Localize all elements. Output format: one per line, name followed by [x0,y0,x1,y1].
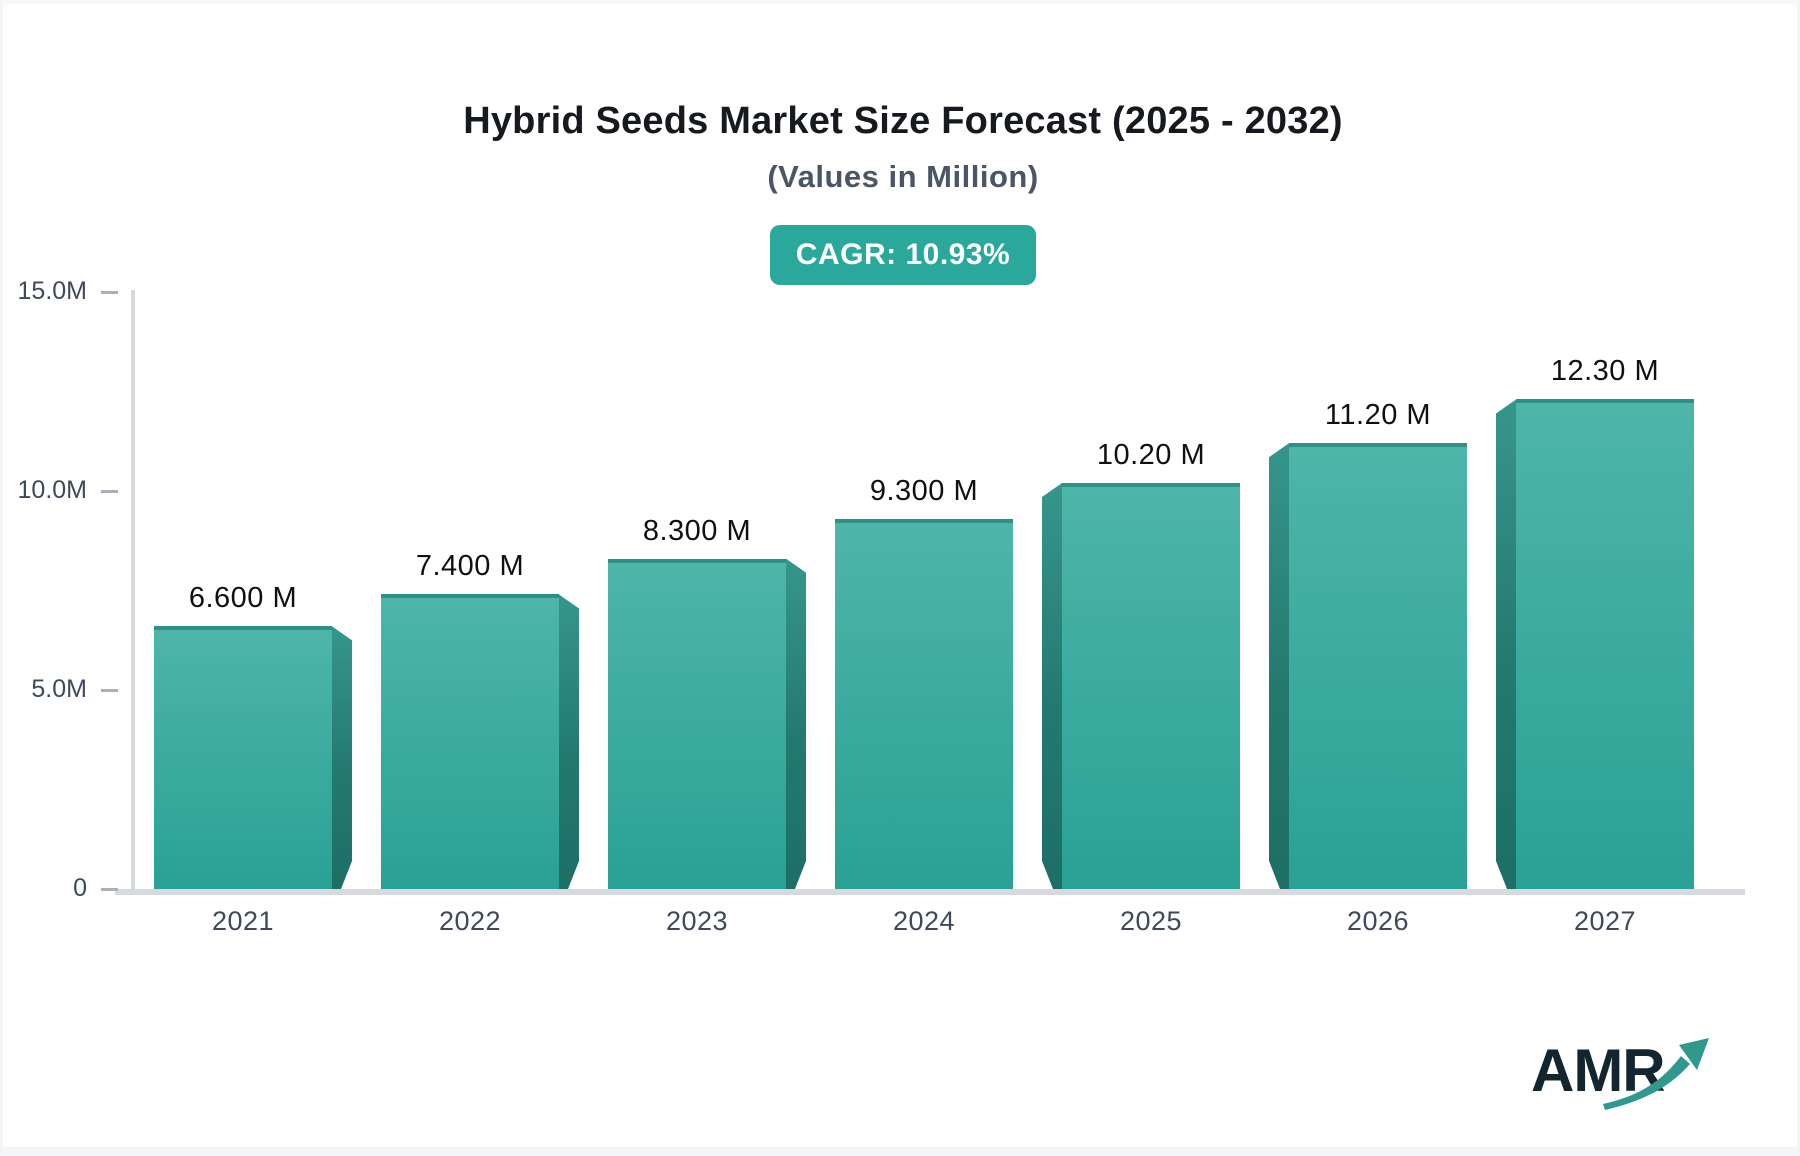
bar-2024 [835,518,1013,889]
x-tick-label: 2021 [211,906,275,936]
y-tick [101,490,118,493]
y-axis-line [131,290,135,895]
amr-logo: AMR [1531,1036,1731,1126]
amr-logo-arrow-icon [1603,1038,1709,1110]
chart-subtitle: (Values in Million) [767,159,1039,194]
x-tick-label: 2022 [438,906,502,936]
bar-side-2027 [1496,399,1516,889]
plot-area: 15.0M 10.0M 5.0M 0 6.600 M 2021 7.400 M 2022 8.3… [3,4,1800,1156]
y-tick-label: 10.0M [17,476,87,504]
bar-value-label: 11.20 M [1324,399,1432,432]
bar-value-label: 7.400 M [415,550,525,583]
x-tick-label: 2024 [892,906,956,936]
bar-value-label: 8.300 M [642,514,752,547]
bar-side-2025 [1042,483,1062,889]
bar-2025 [1062,483,1240,889]
bar-value-label: 6.600 M [188,582,298,615]
bar-2022 [381,594,559,889]
y-tick [101,888,118,891]
bar-value-label: 12.30 M [1550,355,1660,388]
bar-side-2022 [559,594,579,889]
bar-2027 [1516,399,1694,889]
bar-2023 [608,558,786,889]
bar-value-label: 9.300 M [869,474,979,507]
bar-side-2021 [332,626,352,889]
y-tick-label: 0 [73,874,87,902]
y-tick [101,291,118,294]
bar-value-label: 10.20 M [1096,439,1206,472]
y-tick-label: 5.0M [31,675,87,703]
chart-header: Hybrid Seeds Market Size Forecast (2025 … [3,4,1800,285]
bar-side-2026 [1269,443,1289,889]
bar-side-2023 [786,559,806,889]
bar-2021 [154,626,332,889]
chart-title: Hybrid Seeds Market Size Forecast (2025 … [463,100,1343,142]
cagr-badge: CAGR: 10.93% [769,225,1037,285]
x-tick-label: 2026 [1346,906,1410,936]
page-bottom-edge [3,1147,1797,1156]
x-tick-label: 2027 [1573,906,1637,936]
x-axis-line [115,889,1745,895]
x-tick-label: 2023 [665,906,729,936]
y-tick [101,689,118,692]
x-tick-label: 2025 [1119,906,1183,936]
bar-2026 [1289,443,1467,889]
y-tick-label: 15.0M [17,277,87,305]
